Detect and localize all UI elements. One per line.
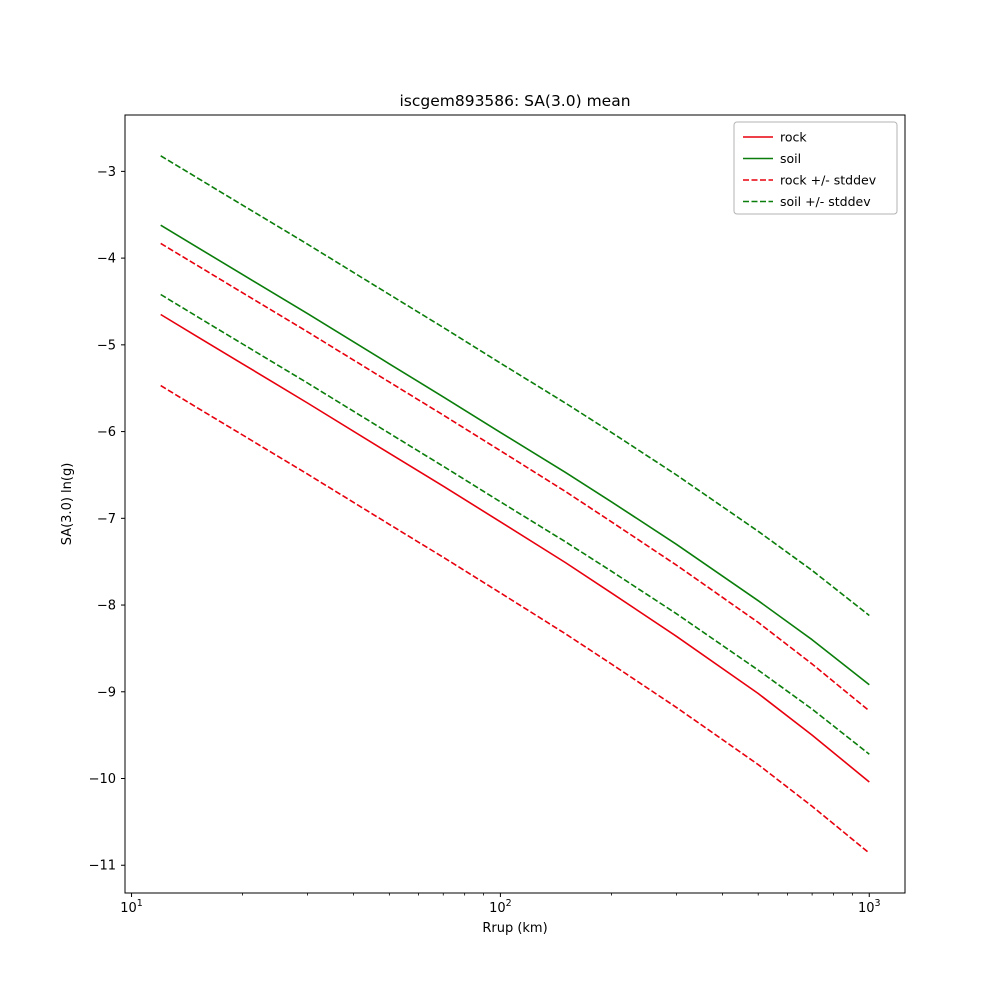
- chart-title: iscgem893586: SA(3.0) mean: [399, 92, 630, 110]
- y-axis-label: SA(3.0) ln(g): [60, 463, 75, 546]
- series-line-rock-stddev: [160, 242, 870, 712]
- y-tick-label: −5: [97, 338, 116, 353]
- legend-label: soil +/- stddev: [780, 194, 871, 209]
- y-tick-label: −4: [97, 252, 116, 267]
- legend-label: rock: [780, 130, 807, 145]
- y-tick-label: −9: [97, 685, 116, 700]
- legend-box: [733, 121, 898, 215]
- y-tick-label: −11: [89, 859, 116, 874]
- x-tick-label: 102: [489, 898, 512, 916]
- y-tick-label: −8: [97, 599, 116, 614]
- legend: rock soil rock +/- stddev soil +/- stddev: [733, 121, 898, 215]
- x-tick-label: 101: [120, 898, 143, 916]
- series-line-rock: [160, 313, 870, 783]
- legend-label: rock +/- stddev: [780, 173, 877, 188]
- x-axis-label: Rrup (km): [482, 921, 547, 936]
- y-tick-label: −3: [97, 165, 116, 180]
- x-tick-label: 103: [858, 898, 881, 916]
- legend-label: soil: [780, 151, 801, 166]
- series-line-rock-stddev: [160, 384, 870, 854]
- axis-ticks: 101 102 103 −3 −4 −5 −6 −7 −8 −9 −10 −11: [89, 165, 881, 916]
- y-tick-label: −6: [97, 425, 116, 440]
- series-line-soil-stddev: [160, 293, 870, 755]
- y-tick-label: −10: [89, 772, 116, 787]
- plot-area: [124, 114, 906, 894]
- series-line-soil: [160, 224, 870, 686]
- y-tick-label: −7: [97, 512, 116, 527]
- series-line-soil-stddev: [160, 155, 870, 617]
- series-lines: [160, 155, 870, 854]
